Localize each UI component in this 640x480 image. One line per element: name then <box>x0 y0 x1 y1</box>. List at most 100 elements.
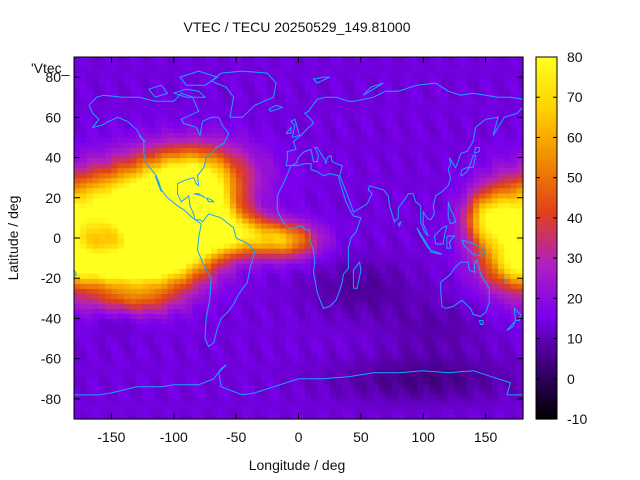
heatmap-cell <box>317 117 325 123</box>
heatmap-cell <box>323 298 331 304</box>
heatmap-cell <box>429 127 437 134</box>
heatmap-cell <box>155 217 162 224</box>
heatmap-cell <box>86 82 94 88</box>
heatmap-cell <box>360 142 368 149</box>
heatmap-cell <box>416 253 424 259</box>
heatmap-cell <box>479 403 487 410</box>
heatmap-cell <box>123 157 131 164</box>
heatmap-cell <box>217 333 225 340</box>
heatmap-cell <box>74 187 81 194</box>
heatmap-cell <box>86 313 94 320</box>
heatmap-cell <box>173 383 181 390</box>
heatmap-cell <box>392 207 399 214</box>
heatmap-cell <box>105 97 113 103</box>
heatmap-cell <box>211 378 219 385</box>
heatmap-cell <box>342 263 349 269</box>
heatmap-cell <box>398 253 406 259</box>
heatmap-cell <box>180 82 187 88</box>
heatmap-cell <box>304 217 312 224</box>
heatmap-cell <box>173 248 181 254</box>
heatmap-cell <box>80 358 88 365</box>
heatmap-cell <box>292 408 300 415</box>
heatmap-cell <box>173 348 181 355</box>
heatmap-cell <box>423 62 431 68</box>
heatmap-cell <box>304 212 312 219</box>
heatmap-cell <box>292 147 300 154</box>
heatmap-cell <box>460 353 468 360</box>
heatmap-cell <box>130 333 137 340</box>
heatmap-cell <box>385 92 393 98</box>
heatmap-cell <box>398 147 406 154</box>
heatmap-cell <box>117 147 125 154</box>
heatmap-cell <box>155 232 162 239</box>
heatmap-cell <box>92 67 100 73</box>
heatmap-cell <box>223 253 231 259</box>
heatmap-cell <box>335 122 343 128</box>
heatmap-cell <box>441 268 449 274</box>
heatmap-cell <box>198 248 206 254</box>
heatmap-cell <box>254 283 262 289</box>
heatmap-cell <box>429 222 437 229</box>
heatmap-cell <box>392 107 399 113</box>
heatmap-cell <box>348 142 356 149</box>
heatmap-cell <box>229 373 237 380</box>
heatmap-cell <box>74 97 81 103</box>
heatmap-cell <box>498 197 505 204</box>
heatmap-cell <box>92 152 100 159</box>
heatmap-cell <box>416 132 424 139</box>
heatmap-cell <box>373 187 381 194</box>
heatmap-cell <box>473 398 480 405</box>
heatmap-cell <box>448 368 456 375</box>
heatmap-cell <box>86 57 94 63</box>
heatmap-cell <box>80 212 88 219</box>
heatmap-cell <box>261 378 268 385</box>
heatmap-cell <box>423 92 431 98</box>
heatmap-cell <box>286 172 293 179</box>
heatmap-cell <box>416 97 424 103</box>
heatmap-cell <box>236 293 243 299</box>
heatmap-cell <box>130 147 137 154</box>
heatmap-cell <box>473 383 480 390</box>
heatmap-cell <box>323 343 331 350</box>
heatmap-cell <box>404 393 412 400</box>
heatmap-cell <box>242 62 250 68</box>
heatmap-cell <box>379 323 387 330</box>
heatmap-cell <box>423 142 431 149</box>
heatmap-cell <box>86 408 94 415</box>
heatmap-cell <box>267 333 275 340</box>
heatmap-cell <box>167 288 175 294</box>
heatmap-cell <box>373 368 381 375</box>
heatmap-cell <box>111 162 119 169</box>
heatmap-cell <box>198 333 206 340</box>
heatmap-cell <box>130 323 137 330</box>
heatmap-cell <box>192 268 200 274</box>
heatmap-cell <box>342 72 349 78</box>
heatmap-cell <box>286 177 293 184</box>
heatmap-cell <box>286 388 293 395</box>
heatmap-cell <box>379 288 387 294</box>
heatmap-cell <box>98 353 106 360</box>
heatmap-cell <box>130 348 137 355</box>
heatmap-cell <box>242 122 250 128</box>
heatmap-cell <box>498 238 505 244</box>
heatmap-cell <box>136 263 144 269</box>
heatmap-cell <box>223 227 231 234</box>
heatmap-cell <box>323 152 331 159</box>
heatmap-cell <box>473 57 480 63</box>
heatmap-cell <box>441 97 449 103</box>
heatmap-cell <box>454 283 462 289</box>
heatmap-cell <box>92 323 100 330</box>
heatmap-cell <box>105 343 113 350</box>
heatmap-cell <box>211 343 219 350</box>
heatmap-cell <box>323 328 331 335</box>
heatmap-cell <box>323 348 331 355</box>
heatmap-cell <box>335 408 343 415</box>
heatmap-cell <box>198 253 206 259</box>
heatmap-cell <box>173 62 181 68</box>
heatmap-cell <box>379 137 387 144</box>
heatmap-cell <box>123 82 131 88</box>
heatmap-cell <box>223 353 231 360</box>
heatmap-cell <box>385 293 393 299</box>
heatmap-cell <box>435 87 443 93</box>
heatmap-cell <box>180 318 187 325</box>
